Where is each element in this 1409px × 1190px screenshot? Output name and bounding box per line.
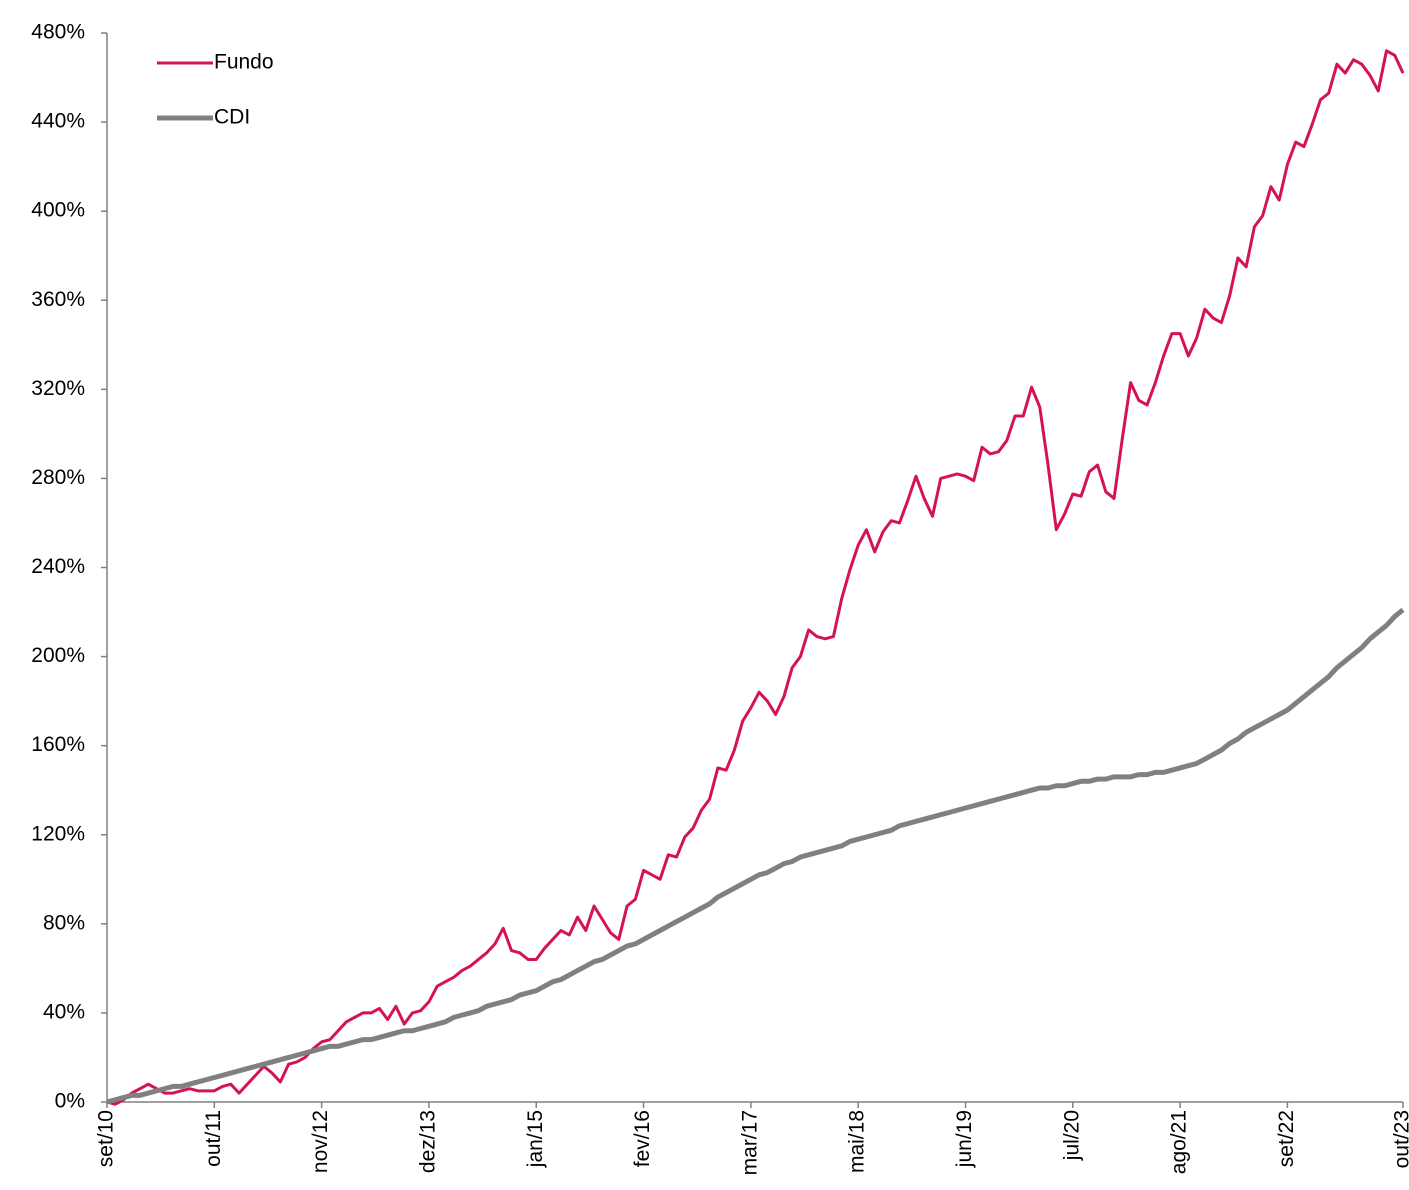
x-tick-label: fev/16 bbox=[631, 1110, 654, 1167]
y-tick-label: 200% bbox=[31, 644, 85, 667]
x-tick-label: mai/18 bbox=[846, 1110, 869, 1173]
y-tick-label: 320% bbox=[31, 377, 85, 400]
series-line bbox=[106, 49, 1405, 1106]
y-tick-label: 40% bbox=[43, 1000, 85, 1023]
x-tick-label: jan/15 bbox=[524, 1110, 547, 1168]
y-tick-label: 0% bbox=[55, 1090, 85, 1113]
x-tick-label: nov/12 bbox=[309, 1110, 332, 1173]
y-tick-label: 440% bbox=[31, 110, 85, 133]
y-tick-label: 240% bbox=[31, 555, 85, 578]
legend-label: Fundo bbox=[214, 51, 274, 74]
x-tick-label: mar/17 bbox=[738, 1110, 761, 1175]
x-tick-label: dez/13 bbox=[416, 1110, 439, 1173]
y-tick-label: 400% bbox=[31, 199, 85, 222]
y-tick-label: 160% bbox=[31, 733, 85, 756]
x-tick-label: out/11 bbox=[202, 1110, 225, 1167]
y-tick-label: 480% bbox=[31, 21, 85, 44]
y-tick-label: 80% bbox=[43, 911, 85, 934]
x-tick-label: set/10 bbox=[95, 1110, 118, 1167]
y-tick-label: 120% bbox=[31, 822, 85, 845]
x-tick-label: out/23 bbox=[1391, 1110, 1409, 1168]
x-tick-label: ago/21 bbox=[1168, 1110, 1191, 1174]
y-tick-label: 360% bbox=[31, 288, 85, 311]
x-tick-label: set/22 bbox=[1275, 1110, 1298, 1167]
x-tick-label: jul/20 bbox=[1060, 1110, 1083, 1161]
series-line bbox=[106, 607, 1405, 1105]
x-tick-label: jun/19 bbox=[953, 1110, 976, 1168]
legend-label: CDI bbox=[214, 106, 250, 129]
y-tick-label: 280% bbox=[31, 466, 85, 489]
